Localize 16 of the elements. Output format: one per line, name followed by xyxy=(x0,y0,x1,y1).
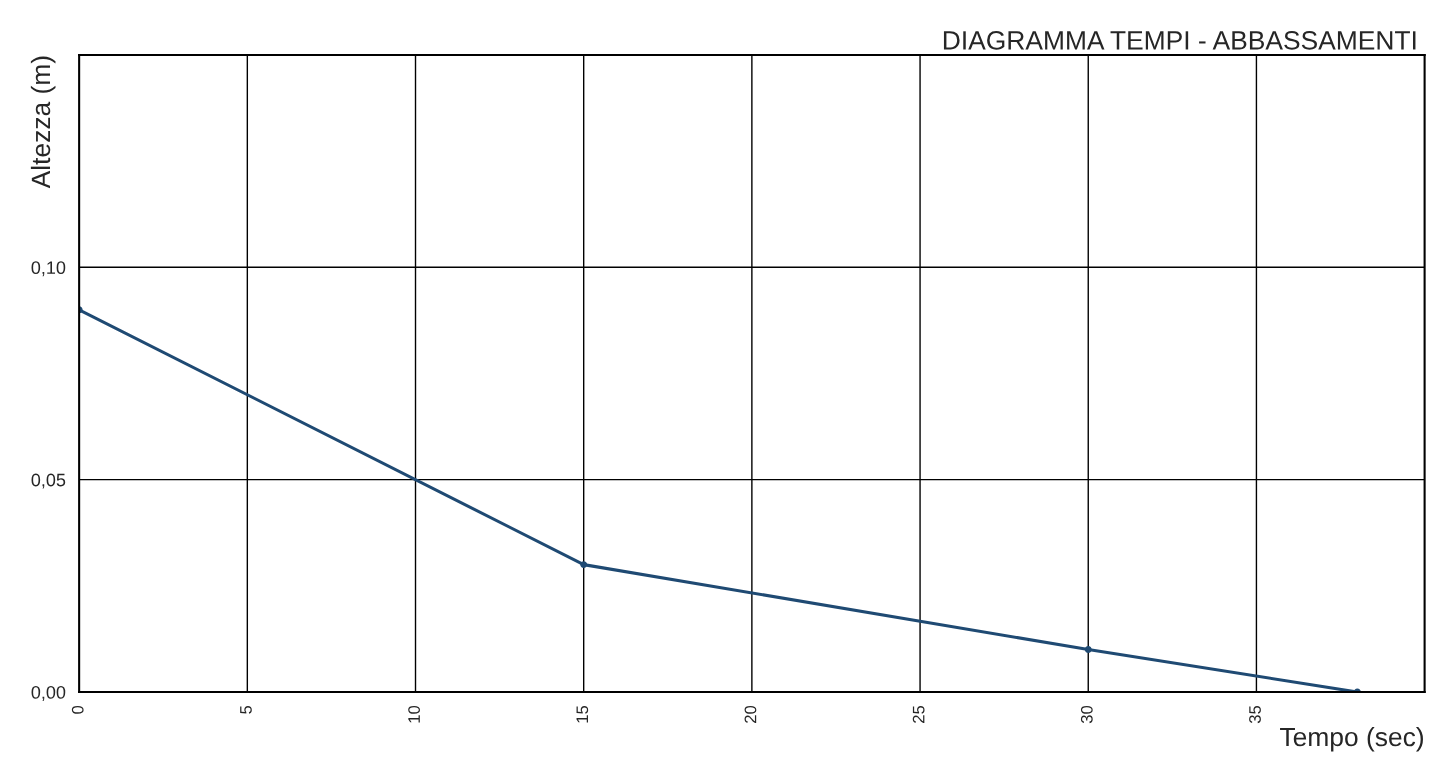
point xyxy=(580,561,588,569)
x-tick-label: 30 xyxy=(1080,705,1093,724)
chart-title: DIAGRAMMA TEMPI - ABBASSAMENTI xyxy=(943,31,1416,50)
y-tick-label: 0,10 xyxy=(31,261,66,277)
x-tick-label: 10 xyxy=(408,705,420,723)
x-tick-label: 20 xyxy=(744,705,757,723)
point xyxy=(1084,646,1092,654)
y-tick-label: 0,05 xyxy=(31,473,66,489)
x-axis-title: Tempo (sec) xyxy=(1280,726,1423,752)
x-tick-label: 0 xyxy=(71,705,84,714)
x-tick-label: 35 xyxy=(1249,705,1261,724)
y-tick-label: 0,00 xyxy=(31,685,66,701)
x-tick-label: 5 xyxy=(240,705,252,714)
y-axis-title: Altezza (m) xyxy=(30,56,56,189)
x-tick-label: 25 xyxy=(912,705,925,723)
x-tick-label: 15 xyxy=(576,705,589,723)
